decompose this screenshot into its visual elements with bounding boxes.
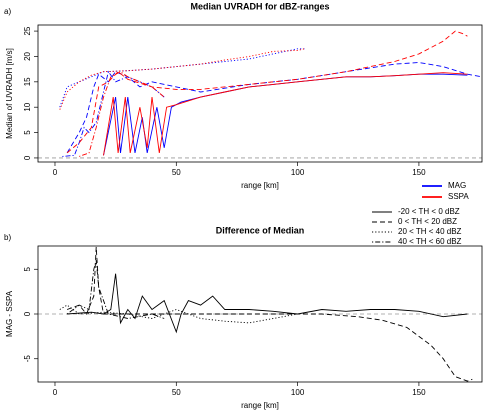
data-line xyxy=(103,72,468,156)
data-line xyxy=(66,30,468,154)
data-line xyxy=(66,246,473,382)
data-line xyxy=(79,71,165,157)
x-axis-label: range [km] xyxy=(241,401,279,410)
y-axis-label: MAG - SSPA xyxy=(5,290,14,337)
data-line xyxy=(66,62,482,154)
chart-title: Median UVRADH for dBZ-ranges xyxy=(190,1,329,11)
data-line xyxy=(67,273,468,334)
plot-frame xyxy=(37,245,483,383)
x-tick-label: 0 xyxy=(53,168,58,177)
legend-label: MAG xyxy=(448,181,466,190)
y-tick-label: 5 xyxy=(23,266,32,271)
y-tick-label: 0 xyxy=(23,311,32,316)
y-tick-label: 25 xyxy=(23,26,32,35)
legend-label: SSPA xyxy=(448,192,469,201)
x-axis-label: range [km] xyxy=(241,181,279,190)
x-tick-label: 100 xyxy=(291,168,305,177)
data-line xyxy=(66,260,165,319)
panel-label: b) xyxy=(4,233,11,242)
y-tick-label: -5 xyxy=(23,355,32,363)
x-tick-label: 0 xyxy=(53,388,58,397)
y-tick-label: 20 xyxy=(23,51,32,60)
x-tick-label: 50 xyxy=(172,388,181,397)
plot-frame xyxy=(37,24,483,163)
y-tick-label: 0 xyxy=(23,155,32,160)
panel-label: a) xyxy=(4,7,11,16)
legend-label: 20 < TH < 40 dBZ xyxy=(398,227,462,236)
y-tick-label: 10 xyxy=(23,102,32,111)
legend-label: 40 < TH < 60 dBZ xyxy=(398,237,462,246)
legend-label: -20 < TH < 0 dBZ xyxy=(398,207,460,216)
y-axis-label: Median of UVRADH [m/s] xyxy=(5,48,14,139)
data-line xyxy=(62,70,165,157)
chart-title: Difference of Median xyxy=(216,225,305,235)
x-tick-label: 150 xyxy=(412,388,426,397)
y-tick-label: 15 xyxy=(23,77,32,86)
x-tick-label: 100 xyxy=(291,388,305,397)
data-line xyxy=(59,304,298,324)
y-tick-label: 5 xyxy=(23,130,32,135)
x-tick-label: 150 xyxy=(412,168,426,177)
x-tick-label: 50 xyxy=(172,168,181,177)
legend-label: 0 < TH < 20 dBZ xyxy=(398,217,457,226)
data-line xyxy=(59,48,305,110)
